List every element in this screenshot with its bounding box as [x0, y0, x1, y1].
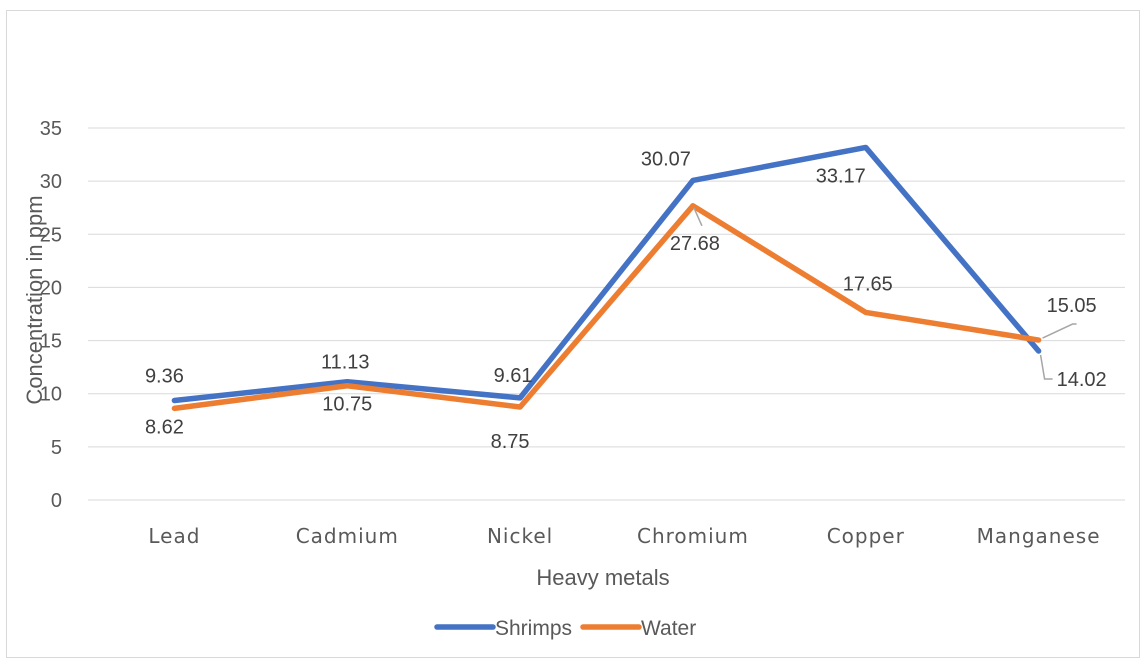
y-tick-label: 30: [40, 171, 62, 193]
y-tick-label: 0: [51, 490, 62, 512]
y-axis-ticks: 0 5 10 15 20 25 30 35: [40, 118, 62, 512]
y-tick-label: 10: [40, 384, 62, 406]
legend-label-water: Water: [641, 617, 696, 640]
data-label-water: 8.62: [145, 416, 184, 438]
series-lines: [171, 144, 1042, 412]
x-axis-title: Heavy metals: [536, 565, 669, 590]
x-axis-categories: Lead Cadmium Nickel Chromium Copper Manganese: [148, 524, 1101, 548]
data-label-shrimps: 14.02: [1057, 369, 1107, 391]
leader-line: [693, 207, 703, 227]
y-tick-label: 5: [51, 437, 62, 459]
x-tick-label: Cadmium: [296, 524, 399, 548]
data-label-shrimps: 33.17: [816, 165, 866, 187]
y-tick-label: 20: [40, 277, 62, 299]
x-tick-label: Lead: [148, 524, 200, 548]
label-leader-lines: [693, 207, 1077, 380]
data-label-water: 17.65: [843, 273, 893, 295]
legend: Shrimps Water: [434, 617, 696, 640]
y-tick-label: 25: [40, 224, 62, 246]
series-line-shrimps: [171, 144, 1042, 404]
data-label-shrimps: 11.13: [321, 352, 370, 374]
gridlines: [88, 127, 1125, 501]
data-label-water: 27.68: [670, 233, 720, 255]
data-label-water: 10.75: [322, 394, 372, 416]
x-tick-label: Copper: [827, 524, 905, 548]
data-labels: 9.36 11.13 9.61 30.07 33.17 14.02 8.62 10.75 8.7…: [145, 148, 1107, 453]
x-tick-label: Chromium: [637, 524, 749, 548]
data-label-water: 8.75: [491, 431, 530, 453]
series-line-water: [171, 203, 1042, 412]
y-tick-label: 35: [40, 118, 62, 140]
x-tick-label: Nickel: [487, 524, 553, 548]
data-label-shrimps: 30.07: [641, 148, 691, 170]
y-tick-label: 15: [40, 331, 62, 353]
leader-line: [1042, 323, 1077, 339]
y-axis-title: Concentration in ppm: [22, 195, 47, 404]
leader-line: [1039, 354, 1053, 380]
data-label-water: 15.05: [1047, 295, 1097, 317]
data-label-shrimps: 9.36: [145, 366, 184, 388]
x-tick-label: Manganese: [977, 524, 1101, 548]
legend-label-shrimps: Shrimps: [495, 617, 572, 640]
data-label-shrimps: 9.61: [494, 365, 533, 387]
